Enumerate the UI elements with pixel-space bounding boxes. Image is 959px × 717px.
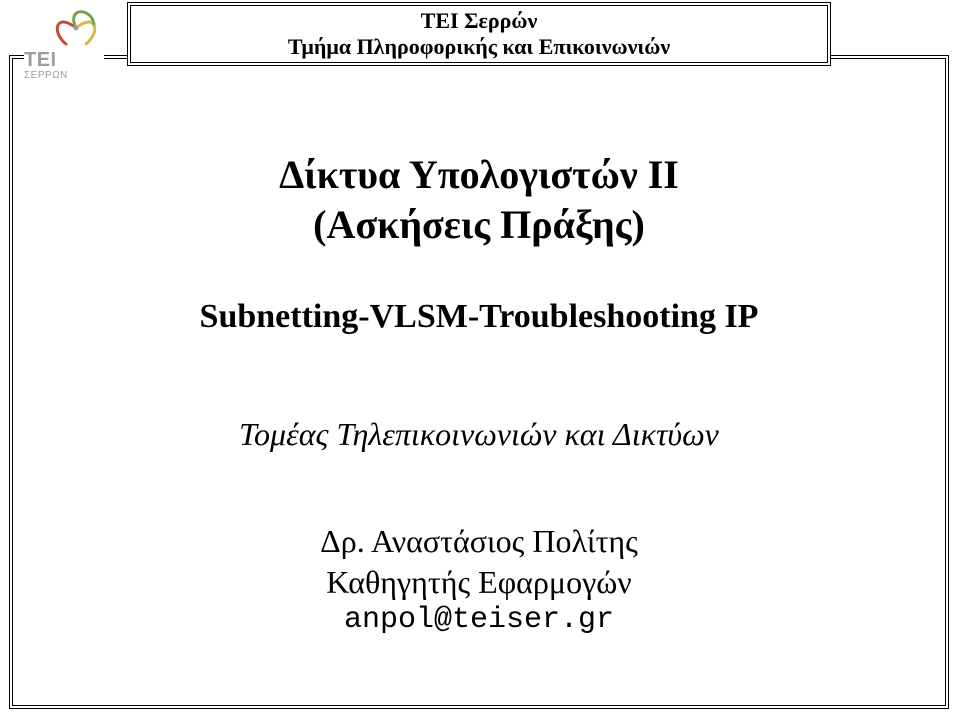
content-area: Δίκτυα Υπολογιστών ΙΙ (Ασκήσεις Πράξης) … [9, 150, 949, 637]
slide: TEI ΣΕΡΡΩΝ ΤΕΙ Σερρών Τμήμα Πληροφορικής… [0, 0, 959, 717]
header-institution: ΤΕΙ Σερρών [131, 8, 827, 34]
author-name: Δρ. Αναστάσιος Πολίτης [9, 523, 949, 560]
logo-swirl-icon [46, 2, 106, 54]
division-label: Τομέας Τηλεπικοινωνιών και Δικτύων [9, 416, 949, 453]
logo-tei-label: TEI [24, 50, 76, 70]
logo-serron-label: ΣΕΡΡΩΝ [24, 71, 76, 81]
logo-text: TEI ΣΕΡΡΩΝ [24, 50, 76, 81]
course-subtitle-parens: (Ασκήσεις Πράξης) [9, 200, 949, 250]
institution-logo: TEI ΣΕΡΡΩΝ [24, 12, 104, 92]
topic-title: Subnetting-VLSM-Troubleshooting IP [9, 298, 949, 336]
author-role: Καθηγητής Εφαρμογών [9, 564, 949, 601]
header-box: ΤΕΙ Σερρών Τμήμα Πληροφορικής και Επικοι… [127, 2, 831, 66]
header-department: Τμήμα Πληροφορικής και Επικοινωνιών [131, 34, 827, 60]
course-title: Δίκτυα Υπολογιστών ΙΙ [9, 150, 949, 200]
author-email: anpol@teiser.gr [9, 603, 949, 637]
